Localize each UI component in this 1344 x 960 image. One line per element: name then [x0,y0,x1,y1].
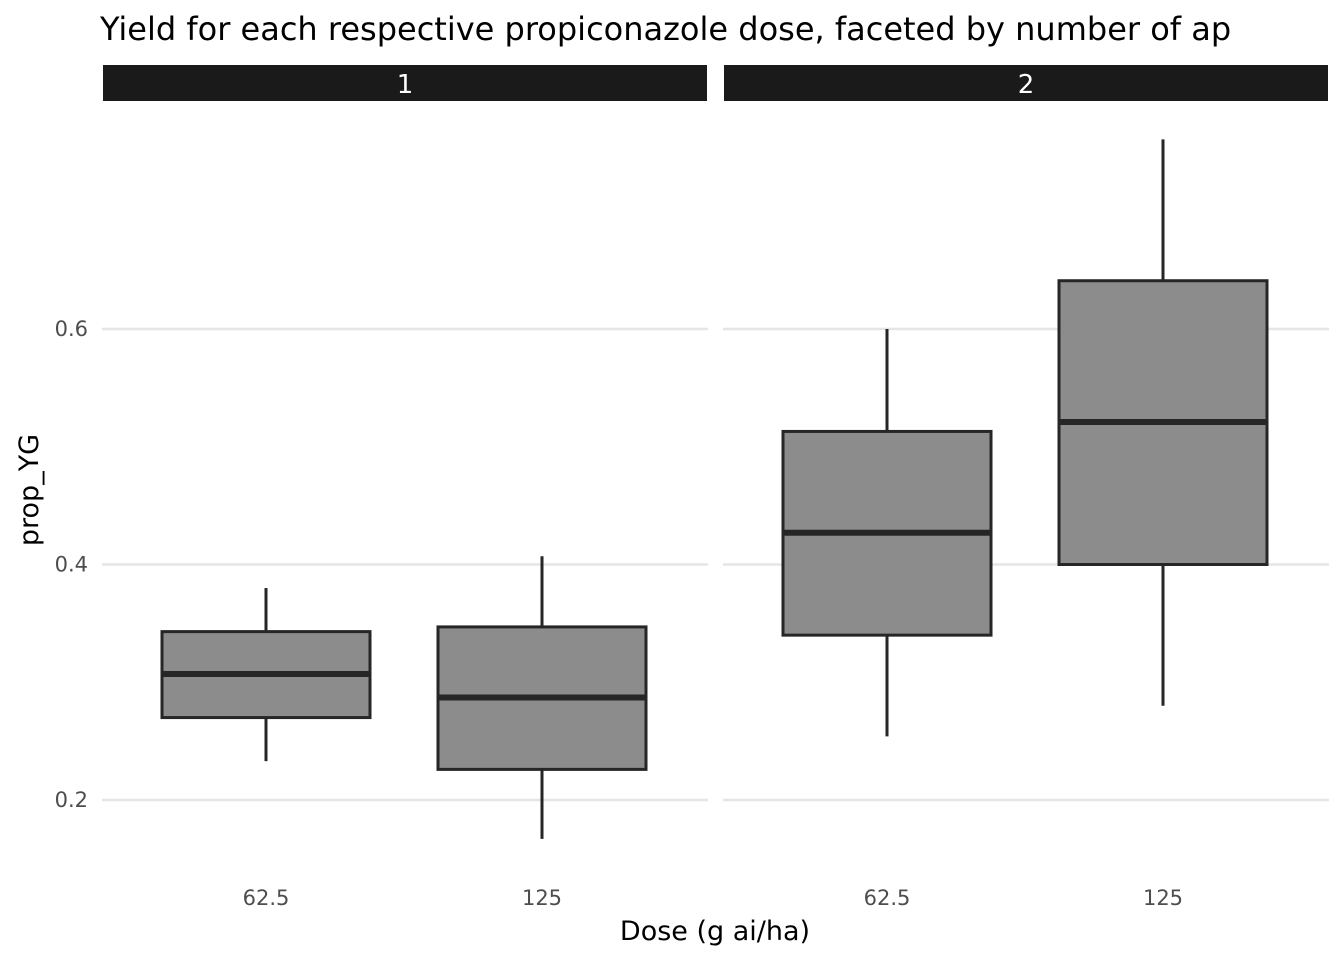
facet-panel-2: 2 62.5 125 [722,63,1330,910]
facet-strip [722,63,1330,103]
facet-strip-label: 2 [1018,70,1035,100]
y-tick-label: 0.4 [55,553,88,577]
facet-strip-label: 1 [397,70,414,100]
box-2-125 [1057,139,1269,706]
y-tick-label: 0.6 [55,317,88,341]
facet-panels: 1 62.5 125 2 62.5 125 [101,63,1330,910]
box-1-62.5 [160,588,372,762]
x-tick-label: 125 [1143,886,1183,910]
x-tick-label: 62.5 [864,886,911,910]
y-tick-label: 0.2 [55,788,88,812]
x-axis-label: Dose (g ai/ha) [620,916,810,947]
y-axis-label: prop_YG [14,434,45,546]
y-axis-ticks: 0.2 0.4 0.6 [55,317,88,812]
box-1-125 [436,556,648,839]
x-tick-label: 125 [522,886,562,910]
x-tick-label: 62.5 [243,886,290,910]
facet-strip [101,63,709,103]
facet-panel-1: 1 62.5 125 [101,63,709,910]
box-2-62.5 [781,329,993,737]
chart-title: Yield for each respective propiconazole … [99,10,1231,48]
